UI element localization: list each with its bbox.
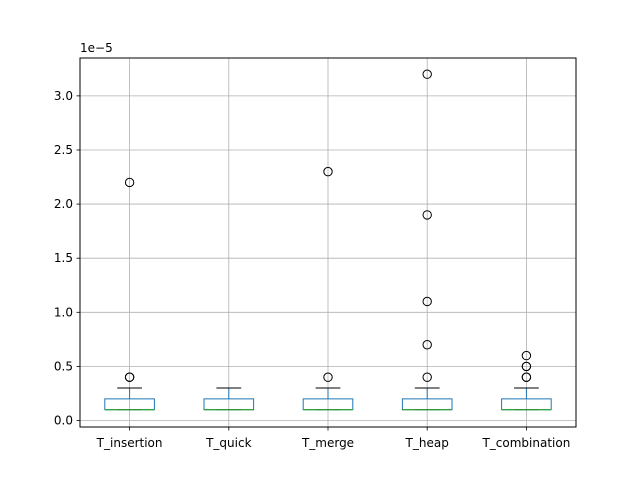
outlier-point <box>521 350 532 361</box>
x-tick-label: T_heap <box>405 436 449 450</box>
grid-layer <box>80 58 576 427</box>
outlier-point <box>521 361 532 372</box>
box-T_merge <box>302 166 354 411</box>
y-tick-label: 0.0 <box>54 414 73 428</box>
outlier-point <box>323 166 333 177</box>
x-tick-label: T_insertion <box>96 436 163 450</box>
y-offset-label: 1e−5 <box>80 41 113 55</box>
outlier-point <box>422 372 432 382</box>
outlier-point <box>422 69 432 79</box>
y-tick-label: 1.0 <box>54 305 73 319</box>
y-tick-label: 0.5 <box>54 359 73 373</box>
outlier-point <box>422 340 432 350</box>
box-T_insertion <box>104 177 155 411</box>
box-T_combination <box>501 350 552 411</box>
outlier-point <box>323 372 333 382</box>
box-layer <box>104 69 552 411</box>
outlier-point <box>124 177 135 188</box>
box-T_heap <box>401 69 453 411</box>
outlier-point <box>521 372 532 382</box>
x-tick-label: T_merge <box>301 436 354 450</box>
box-T_quick <box>203 387 255 411</box>
outlier-point <box>124 372 135 382</box>
outlier-point <box>422 296 432 307</box>
x-tick-label: T_combination <box>481 436 570 450</box>
y-tick-label: 3.0 <box>54 89 73 103</box>
outlier-point <box>422 210 432 220</box>
x-tick-label: T_quick <box>205 436 251 450</box>
y-tick-label: 2.0 <box>54 197 73 211</box>
tick-layer: 0.0 0.5 1.0 1.5 2.0 2.5 3.0 T_insertion T_quick T… <box>54 89 570 450</box>
y-tick-label: 2.5 <box>54 143 73 157</box>
y-tick-label: 1.5 <box>54 251 73 265</box>
